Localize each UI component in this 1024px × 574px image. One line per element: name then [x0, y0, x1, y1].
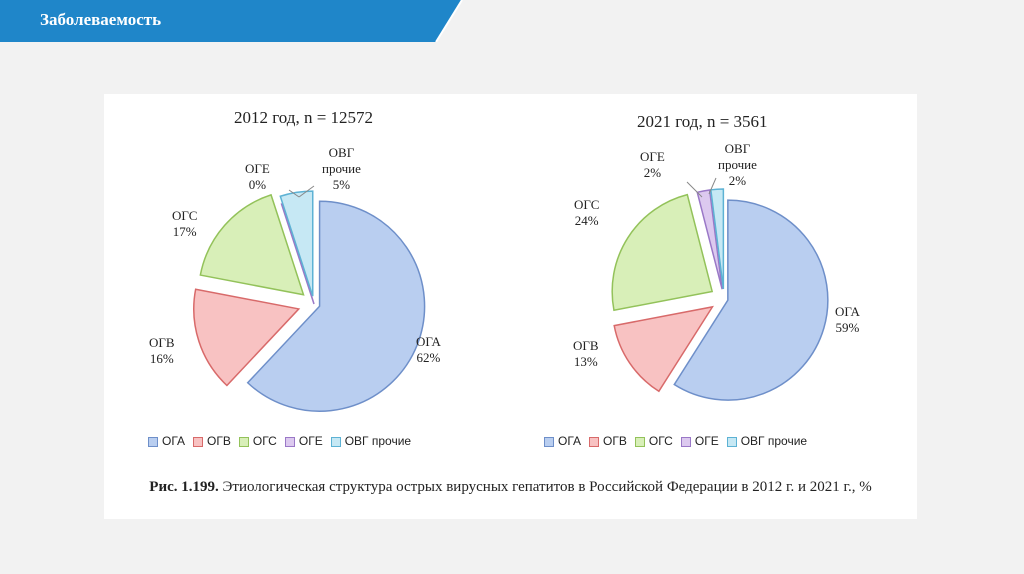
legend-item-2012-ogv: ОГВ [193, 434, 231, 448]
data-label-2012-ogv: ОГВ 16% [149, 335, 175, 366]
legend-swatch [148, 436, 158, 447]
legend-item-2021-ogv: ОГВ [589, 434, 627, 448]
chart-title-2021: 2021 год, n = 3561 [637, 112, 768, 131]
legend-swatch [726, 436, 737, 447]
legend-swatch [330, 436, 341, 447]
legend-label: ОГВ [603, 434, 627, 448]
legend-item-2012-ogs: ОГС [238, 434, 277, 448]
legend-item-2012-oga: ОГА [148, 434, 185, 448]
chart-title-2012: 2012 год, n = 12572 [234, 108, 374, 127]
pie-slice-2012-oga [246, 200, 426, 412]
legend-item-2021-oga: ОГА [544, 434, 581, 448]
legend-label: ОВГ прочие [344, 434, 412, 448]
data-label-2012-ogs: ОГС 17% [172, 208, 198, 239]
legend-swatch [544, 436, 554, 447]
legend-label: ОГС [648, 434, 673, 448]
legend-label: ОГВ [207, 434, 231, 448]
legend-label: ОГА [162, 434, 186, 448]
legend-swatch [589, 436, 600, 447]
data-label-2012-oga: ОГА 62% [416, 334, 441, 365]
legend-label: ОГС [252, 434, 277, 448]
leader-line-2021-oge [686, 181, 703, 198]
figure-caption: Рис. 1.199. Этиологическая структура ост… [104, 477, 917, 497]
caption-prefix: Рис. 1.199. [149, 479, 219, 495]
leader-line-2012-oge [288, 189, 300, 198]
data-label-2012-oge: ОГЕ 0% [245, 161, 270, 192]
legend-swatch [284, 436, 295, 447]
legend-2012: ОГА ОГВ ОГС ОГЕ ОВГ прочие [148, 434, 419, 448]
slide-title: Заболеваемость [40, 10, 162, 29]
pie-slice-2021-oga [673, 199, 829, 401]
pie-slice-2021-ogv [613, 305, 714, 393]
leader-line-2012-ovg [298, 185, 315, 198]
legend-item-2021-oge: ОГЕ [680, 434, 719, 448]
legend-swatch [634, 436, 645, 447]
caption-text: Этиологическая структура острых вирусных… [222, 479, 872, 495]
data-label-2021-oga: ОГА 59% [835, 304, 860, 335]
legend-label: ОГА [558, 434, 582, 448]
figure-panel: 2012 год, n = 12572 ОГА 62% ОГВ 16% ОГС 17%… [104, 94, 917, 519]
legend-2021: ОГА ОГВ ОГС ОГЕ ОВГ прочие [544, 434, 815, 448]
legend-item-2012-ovg: ОВГ прочие [330, 434, 412, 448]
legend-swatch [238, 436, 249, 447]
data-label-2012-ovg: ОВГ прочие 5% [322, 145, 361, 192]
data-label-2021-ogv: ОГВ 13% [573, 338, 599, 369]
data-label-2021-ogs: ОГС 24% [574, 197, 600, 228]
data-label-2021-oge: ОГЕ 2% [640, 149, 665, 180]
pie-slice-2012-ogs [199, 193, 305, 296]
pie-slice-2012-ogv [193, 288, 301, 387]
legend-label: ОГЕ [298, 434, 323, 448]
pie-charts [193, 177, 829, 412]
pie-slice-2012-ovg [279, 190, 314, 297]
legend-swatch [193, 436, 204, 447]
title-banner [0, 0, 463, 42]
pie-slice-2021-ogs [611, 193, 714, 312]
legend-label: ОГЕ [694, 434, 719, 448]
legend-item-2012-oge: ОГЕ [284, 434, 323, 448]
data-label-2021-ovg: ОВГ прочие 2% [718, 141, 757, 188]
legend-item-2021-ovg: ОВГ прочие [726, 434, 808, 448]
legend-label: ОВГ прочие [740, 434, 808, 448]
leader-line-2021-ovg [708, 177, 717, 195]
legend-swatch [680, 436, 691, 447]
legend-item-2021-ogs: ОГС [634, 434, 673, 448]
